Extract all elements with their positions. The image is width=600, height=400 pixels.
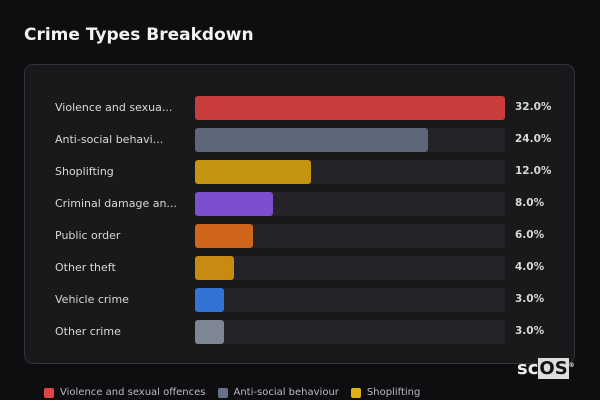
value-label: 32.0% xyxy=(515,101,552,113)
bar-row: Vehicle crime 3.0% xyxy=(25,288,574,312)
value-label: 3.0% xyxy=(515,325,545,337)
value-label: 8.0% xyxy=(515,197,545,209)
category-label: Vehicle crime xyxy=(55,293,129,306)
legend-swatch xyxy=(350,387,361,398)
bar-row: Other crime 3.0% xyxy=(25,320,574,344)
bar-track xyxy=(195,192,505,216)
value-label: 12.0% xyxy=(515,165,552,177)
logo-text-os: OS xyxy=(538,358,569,379)
bar[interactable] xyxy=(195,320,225,344)
legend-swatch xyxy=(217,387,228,398)
bar-row: Criminal damage an... 8.0% xyxy=(25,192,574,216)
legend-item[interactable]: Violence and sexual offences xyxy=(44,387,206,398)
value-label: 24.0% xyxy=(515,133,552,145)
bar-track xyxy=(195,224,505,248)
bar[interactable] xyxy=(195,288,225,312)
category-label: Anti-social behavi... xyxy=(55,133,164,146)
logo-mark: ® xyxy=(568,362,575,369)
bar-track xyxy=(195,160,505,184)
bar-track xyxy=(195,320,505,344)
bar-row: Anti-social behavi... 24.0% xyxy=(25,128,574,152)
legend-item[interactable]: Anti-social behaviour xyxy=(217,387,339,398)
bar[interactable] xyxy=(195,256,234,280)
bar-row: Public order 6.0% xyxy=(25,224,574,248)
category-label: Shoplifting xyxy=(55,165,114,178)
bar-track xyxy=(195,288,505,312)
category-label: Violence and sexua... xyxy=(55,101,173,114)
legend-label: Shoplifting xyxy=(366,387,421,398)
bar-track xyxy=(195,96,505,120)
legend-item[interactable]: Shoplifting xyxy=(350,387,421,398)
bar-row: Other theft 4.0% xyxy=(25,256,574,280)
value-label: 3.0% xyxy=(515,293,545,305)
legend-swatch xyxy=(44,387,54,398)
chart-card: Violence and sexua... 32.0% Anti-social b… xyxy=(24,64,575,364)
bar[interactable] xyxy=(195,192,273,216)
legend-label: Anti-social behaviour xyxy=(233,387,339,398)
logo-text: sc xyxy=(517,358,539,379)
category-label: Criminal damage an... xyxy=(55,197,177,210)
legend-label: Violence and sexual offences xyxy=(60,387,206,398)
bar-row: Shoplifting 12.0% xyxy=(25,160,574,184)
chart-title: Crime Types Breakdown xyxy=(24,25,254,45)
value-label: 6.0% xyxy=(515,229,545,241)
bar[interactable] xyxy=(195,160,312,184)
category-label: Other theft xyxy=(55,261,116,274)
bar[interactable] xyxy=(195,96,505,120)
bar-row: Violence and sexua... 32.0% xyxy=(25,96,574,120)
watermark-logo: scOS® xyxy=(517,358,575,379)
bar-track xyxy=(195,128,505,152)
category-label: Other crime xyxy=(55,325,121,338)
category-label: Public order xyxy=(55,229,121,242)
legend: Violence and sexual offences Anti-social … xyxy=(44,387,420,398)
bar[interactable] xyxy=(195,128,428,152)
bar[interactable] xyxy=(195,224,254,248)
bar-track xyxy=(195,256,505,280)
value-label: 4.0% xyxy=(515,261,545,273)
